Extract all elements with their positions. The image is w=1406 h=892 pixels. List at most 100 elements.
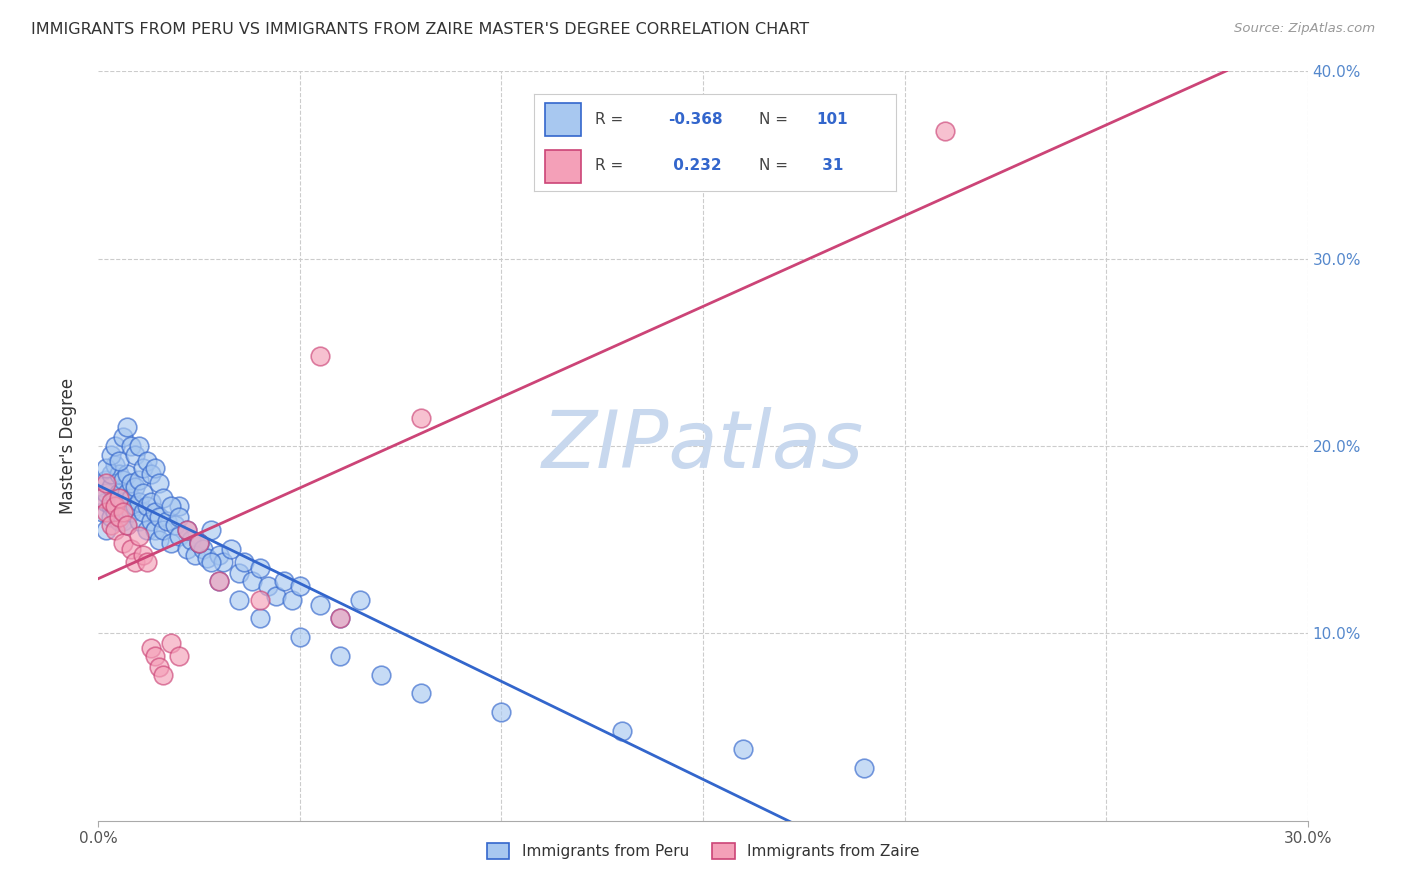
Point [115, 420, 138, 434]
Point [103, 499, 125, 513]
Point [409, 686, 432, 700]
Point [188, 536, 211, 550]
Point [349, 592, 371, 607]
Point [128, 473, 150, 487]
Point [107, 454, 129, 468]
Point [120, 542, 142, 557]
Point [212, 555, 235, 569]
Point [733, 742, 755, 756]
Point [249, 561, 271, 575]
Point [176, 542, 198, 557]
Point [91, 505, 114, 519]
Point [132, 486, 155, 500]
Point [200, 524, 222, 538]
Point [107, 491, 129, 506]
Point [329, 648, 352, 663]
Point [148, 533, 170, 547]
Point [96, 486, 118, 500]
Point [103, 505, 125, 519]
Point [96, 473, 118, 487]
Point [208, 574, 231, 588]
Point [128, 495, 150, 509]
Point [329, 611, 352, 625]
Point [111, 505, 134, 519]
Point [176, 524, 198, 538]
Point [103, 491, 125, 506]
Point [180, 533, 202, 547]
Point [152, 491, 174, 506]
Point [111, 536, 134, 550]
Point [148, 660, 170, 674]
Point [200, 555, 222, 569]
Point [128, 529, 150, 543]
Point [208, 548, 231, 562]
Point [309, 599, 332, 613]
Point [184, 548, 207, 562]
Point [135, 555, 157, 569]
Point [107, 486, 129, 500]
Point [143, 648, 166, 663]
Point [612, 723, 634, 738]
Point [163, 517, 186, 532]
Point [409, 411, 432, 425]
Point [100, 467, 122, 482]
Point [853, 761, 876, 775]
Point [139, 514, 162, 528]
Point [148, 510, 170, 524]
Point [135, 499, 157, 513]
Point [124, 555, 146, 569]
Point [309, 349, 332, 363]
Point [249, 611, 271, 625]
Point [111, 430, 134, 444]
Legend: Immigrants from Peru, Immigrants from Zaire: Immigrants from Peru, Immigrants from Za… [481, 838, 925, 865]
Point [143, 505, 166, 519]
Point [91, 480, 114, 494]
Point [208, 574, 231, 588]
Point [281, 592, 304, 607]
Point [107, 467, 129, 482]
Point [115, 517, 138, 532]
Point [124, 499, 146, 513]
Point [228, 592, 250, 607]
Point [273, 574, 295, 588]
Point [96, 476, 118, 491]
Point [288, 580, 311, 594]
Point [128, 514, 150, 528]
Point [152, 667, 174, 681]
Point [370, 667, 392, 681]
Point [115, 505, 138, 519]
Point [96, 505, 118, 519]
Text: ZIPatlas: ZIPatlas [541, 407, 865, 485]
Point [188, 536, 211, 550]
Point [120, 491, 142, 506]
Point [148, 476, 170, 491]
Point [107, 514, 129, 528]
Point [188, 536, 211, 550]
Text: Source: ZipAtlas.com: Source: ZipAtlas.com [1234, 22, 1375, 36]
Point [96, 495, 118, 509]
Point [193, 542, 215, 557]
Point [124, 449, 146, 463]
Point [240, 574, 263, 588]
Point [120, 476, 142, 491]
Point [256, 580, 278, 594]
Point [160, 499, 183, 513]
Point [100, 517, 122, 532]
Point [100, 499, 122, 513]
Point [91, 491, 114, 506]
Point [152, 524, 174, 538]
Point [135, 454, 157, 468]
Point [249, 592, 271, 607]
Point [139, 641, 162, 656]
Point [100, 510, 122, 524]
Point [111, 473, 134, 487]
Point [96, 461, 118, 475]
Point [288, 630, 311, 644]
Point [111, 514, 134, 528]
Point [115, 486, 138, 500]
Y-axis label: Master's Degree: Master's Degree [59, 378, 77, 514]
Point [128, 439, 150, 453]
Point [107, 510, 129, 524]
Point [491, 705, 513, 719]
Point [167, 648, 190, 663]
